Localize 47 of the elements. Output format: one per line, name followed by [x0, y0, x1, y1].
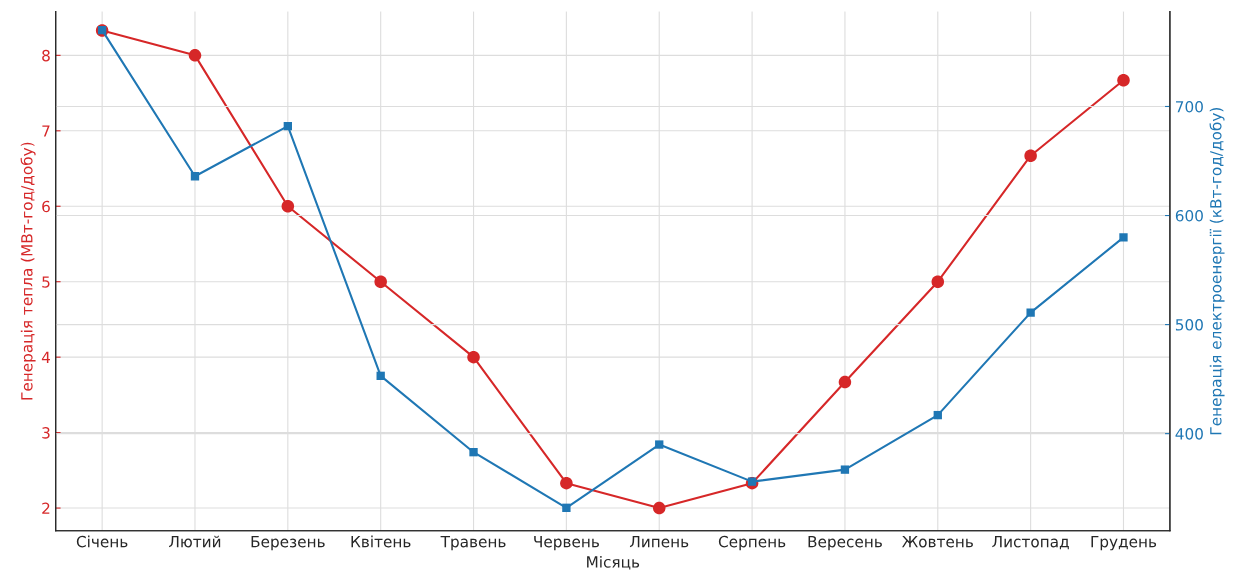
point: [376, 371, 385, 381]
x-tick-label: Червень: [534, 536, 599, 551]
y-tick-label: 6: [42, 200, 50, 213]
y2-axis-title: Генерація електроенергії (кВт-год/добу): [1209, 107, 1225, 435]
y2-tick-label: 700: [1176, 100, 1203, 113]
point: [188, 49, 202, 62]
x-tick-label: Вересень: [808, 536, 882, 551]
point: [652, 501, 666, 515]
point: [655, 440, 664, 449]
point: [283, 121, 292, 131]
x-tick-label: Жовтень: [902, 536, 973, 548]
point: [931, 275, 945, 288]
y2-tick-label: 500: [1175, 319, 1203, 331]
y-tick-label: 2: [42, 502, 50, 514]
y-tick-label: 7: [42, 125, 50, 137]
point: [1119, 233, 1128, 242]
point: [374, 275, 387, 288]
point: [560, 476, 573, 490]
y-tick-label: 5: [42, 276, 50, 288]
x-tick-label: Січень: [76, 535, 128, 548]
x-tick-label: Липень: [629, 536, 689, 548]
x-tick-label: Листопад: [992, 536, 1069, 550]
x-tick-label: Серпень: [718, 535, 786, 551]
point: [281, 200, 295, 213]
y-axis-title: Генерація тепла (МВт-год/добу): [20, 142, 36, 400]
x-tick-label: Березень: [251, 536, 325, 551]
point: [467, 350, 480, 364]
y2-tick-label: 400: [1175, 428, 1203, 440]
point: [562, 503, 571, 512]
point: [840, 465, 850, 474]
point: [747, 477, 757, 486]
point: [1117, 74, 1130, 87]
y-tick-label: 3: [42, 427, 50, 439]
point: [838, 375, 852, 389]
y2-tick-label: 600: [1175, 210, 1203, 222]
point: [933, 410, 942, 420]
y-tick-label: 8: [42, 49, 50, 62]
x-tick-label: Квітень: [351, 535, 411, 548]
point: [1024, 149, 1037, 162]
x-axis-title: Місяць: [587, 555, 640, 570]
x-tick-label: Грудень: [1091, 536, 1157, 551]
point: [469, 448, 478, 457]
point: [190, 172, 200, 181]
point: [1026, 308, 1035, 317]
x-tick-label: Травень: [440, 536, 506, 551]
x-tick-label: Лютий: [169, 535, 221, 548]
y-tick-label: 4: [41, 351, 50, 363]
